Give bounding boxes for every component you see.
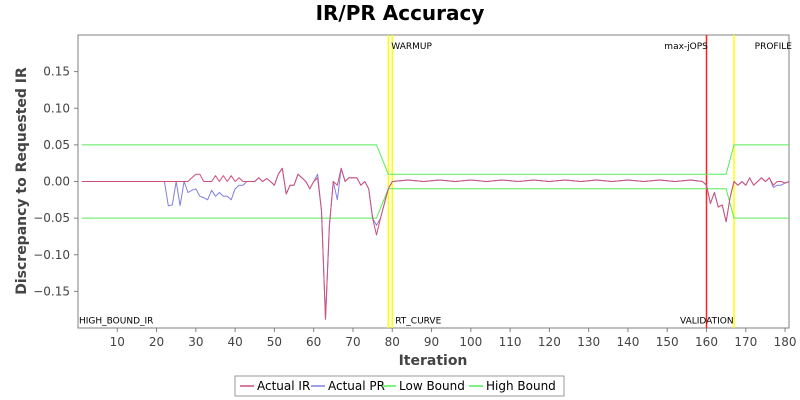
x-tick-label: 140 — [616, 335, 639, 349]
series-lines — [81, 167, 790, 320]
legend-label: Low Bound — [399, 379, 465, 393]
x-tick-label: 40 — [227, 335, 242, 349]
chart-title: IR/PR Accuracy — [316, 1, 485, 25]
annotations: HIGH_BOUND_IR WARMUP RT_CURVE max-jOPS VALID… — [79, 42, 792, 327]
x-tick-label: 100 — [459, 335, 482, 349]
x-tick-label: 150 — [656, 335, 679, 349]
annotation-label-2: RT_CURVE — [395, 317, 441, 327]
y-tick-label: −0.15 — [33, 284, 70, 298]
y-tick-label: −0.05 — [33, 211, 70, 225]
annotation-label-0: HIGH_BOUND_IR — [79, 317, 153, 327]
annotation-label-4: VALIDATION — [680, 317, 734, 327]
annotation-label-5: PROFILE — [755, 42, 793, 52]
x-tick-label: 170 — [734, 335, 757, 349]
y-tick-label: 0.05 — [43, 138, 70, 152]
x-tick-label: 10 — [110, 335, 125, 349]
x-tick-label: 110 — [499, 335, 522, 349]
series-line-actual-ir — [81, 167, 790, 320]
y-axis-ticks: −0.15 −0.10 −0.05 0.00 0.05 0.10 0.15 — [33, 65, 78, 298]
x-axis-ticks: 10 20 30 40 50 60 70 80 90 100 110 120 130 140 150 160 1… — [110, 328, 797, 349]
x-tick-label: 20 — [149, 335, 164, 349]
y-axis-title: Discrepancy to Requested IR — [14, 67, 30, 295]
annotation-label-3: max-jOPS — [664, 42, 708, 52]
x-tick-label: 90 — [424, 335, 439, 349]
x-tick-label: 160 — [695, 335, 718, 349]
x-tick-label: 180 — [774, 335, 797, 349]
x-tick-label: 50 — [267, 335, 282, 349]
y-tick-label: −0.10 — [33, 248, 70, 262]
series-line-high-bound — [81, 144, 789, 175]
legend-box — [234, 375, 565, 397]
y-tick-label: 0.10 — [43, 101, 70, 115]
x-tick-label: 60 — [306, 335, 321, 349]
series-line-low-bound — [81, 188, 789, 219]
y-tick-label: 0.15 — [43, 65, 70, 79]
bound-lines — [81, 144, 789, 219]
legend: Actual IR Actual PR Low Bound High Bound — [234, 375, 565, 397]
x-tick-label: 30 — [188, 335, 203, 349]
annotation-label-1: WARMUP — [391, 42, 432, 52]
y-tick-label: 0.00 — [43, 175, 70, 189]
x-tick-label: 80 — [385, 335, 400, 349]
legend-label: Actual PR — [328, 379, 385, 393]
x-axis-title: Iteration — [399, 353, 468, 369]
x-tick-label: 70 — [345, 335, 360, 349]
legend-label: High Bound — [486, 379, 556, 393]
x-tick-label: 120 — [538, 335, 561, 349]
x-tick-label: 130 — [577, 335, 600, 349]
legend-label: Actual IR — [257, 379, 310, 393]
